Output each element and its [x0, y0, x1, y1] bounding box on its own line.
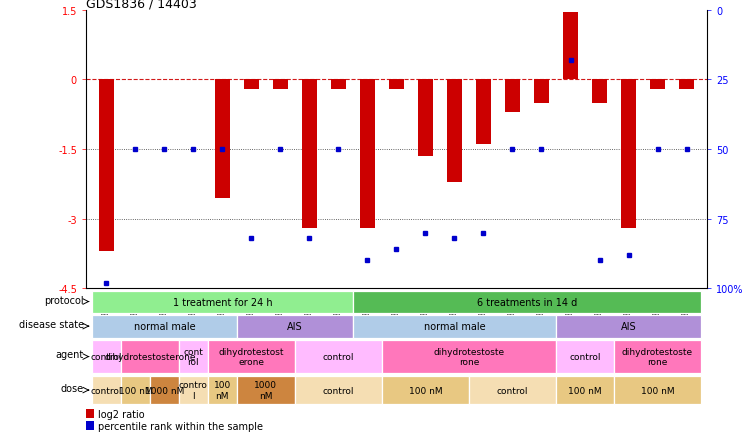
- Text: dose: dose: [61, 383, 84, 393]
- Bar: [361, 80, 375, 228]
- Bar: [92, 340, 121, 373]
- Bar: [208, 340, 295, 373]
- Bar: [331, 80, 346, 89]
- Bar: [237, 376, 295, 404]
- Bar: [179, 376, 208, 404]
- Text: 1 treatment for 24 h: 1 treatment for 24 h: [173, 297, 272, 307]
- Bar: [679, 80, 694, 89]
- Bar: [244, 80, 259, 89]
- Text: agent: agent: [55, 349, 84, 359]
- Bar: [121, 376, 150, 404]
- Bar: [179, 340, 208, 373]
- Bar: [273, 80, 288, 89]
- Text: dihydrotestoste
rone: dihydrotestoste rone: [433, 347, 505, 366]
- Text: dihydrotestoste
rone: dihydrotestoste rone: [622, 347, 693, 366]
- Text: contro
l: contro l: [179, 381, 208, 400]
- Text: normal male: normal male: [423, 322, 485, 331]
- Text: percentile rank within the sample: percentile rank within the sample: [99, 421, 263, 431]
- Bar: [592, 80, 607, 103]
- Bar: [614, 376, 701, 404]
- Bar: [353, 291, 701, 313]
- Text: control: control: [497, 386, 528, 395]
- Text: control: control: [322, 352, 354, 361]
- Text: control: control: [569, 352, 601, 361]
- Text: GDS1836 / 14403: GDS1836 / 14403: [86, 0, 197, 11]
- Text: control: control: [322, 386, 354, 395]
- Bar: [469, 376, 556, 404]
- Bar: [505, 80, 520, 113]
- Bar: [353, 315, 556, 338]
- Bar: [447, 80, 462, 182]
- Bar: [92, 315, 237, 338]
- Text: disease state: disease state: [19, 319, 84, 329]
- Text: 6 treatments in 14 d: 6 treatments in 14 d: [477, 297, 577, 307]
- Text: log2 ratio: log2 ratio: [99, 409, 145, 419]
- Bar: [99, 80, 114, 252]
- Text: 100 nM: 100 nM: [568, 386, 602, 395]
- Bar: [92, 376, 121, 404]
- Text: AIS: AIS: [621, 322, 637, 331]
- Text: protocol: protocol: [44, 295, 84, 305]
- Bar: [302, 80, 316, 228]
- Text: 100 nM: 100 nM: [641, 386, 675, 395]
- Text: dihydrotestost
erone: dihydrotestost erone: [218, 347, 284, 366]
- Bar: [418, 80, 432, 157]
- Text: dihydrotestosterone: dihydrotestosterone: [104, 352, 195, 361]
- Bar: [92, 291, 353, 313]
- Bar: [295, 376, 382, 404]
- Bar: [622, 80, 636, 228]
- Bar: [614, 340, 701, 373]
- Bar: [86, 409, 94, 418]
- Text: 1000 nM: 1000 nM: [144, 386, 184, 395]
- Bar: [237, 315, 353, 338]
- Bar: [382, 376, 469, 404]
- Bar: [556, 315, 701, 338]
- Bar: [86, 421, 94, 430]
- Bar: [295, 340, 382, 373]
- Bar: [556, 376, 614, 404]
- Bar: [389, 80, 404, 89]
- Bar: [563, 13, 577, 80]
- Text: 100
nM: 100 nM: [214, 381, 231, 400]
- Text: 100 nM: 100 nM: [118, 386, 152, 395]
- Text: 1000
nM: 1000 nM: [254, 381, 278, 400]
- Bar: [208, 376, 237, 404]
- Bar: [150, 376, 179, 404]
- Bar: [534, 80, 549, 103]
- Bar: [382, 340, 556, 373]
- Bar: [650, 80, 665, 89]
- Bar: [476, 80, 491, 145]
- Text: normal male: normal male: [134, 322, 195, 331]
- Text: AIS: AIS: [287, 322, 303, 331]
- Text: control: control: [91, 386, 122, 395]
- Text: 100 nM: 100 nM: [408, 386, 442, 395]
- Text: control: control: [91, 352, 122, 361]
- Text: cont
rol: cont rol: [183, 347, 203, 366]
- Bar: [556, 340, 614, 373]
- Bar: [121, 340, 179, 373]
- Bar: [215, 80, 230, 198]
